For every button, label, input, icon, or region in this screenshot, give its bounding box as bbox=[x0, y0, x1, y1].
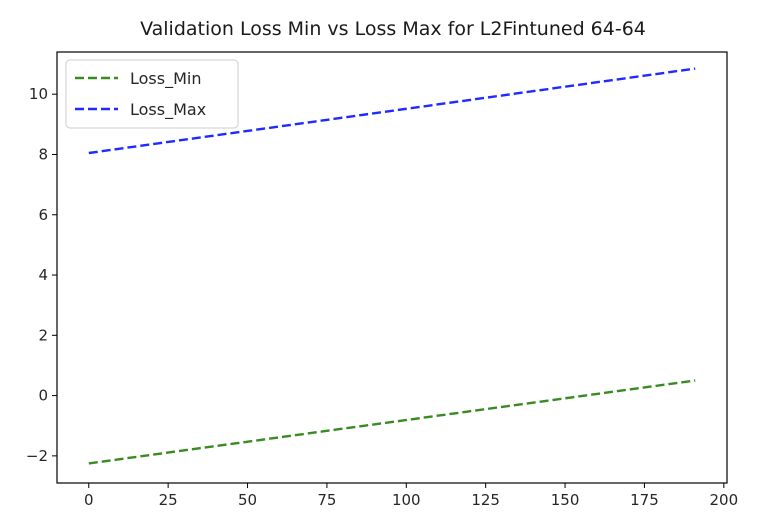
x-tick-label: 150 bbox=[551, 491, 580, 509]
y-tick-label: −2 bbox=[26, 447, 48, 465]
y-tick-label: 6 bbox=[38, 206, 48, 224]
y-tick-label: 0 bbox=[38, 387, 48, 405]
series-line-loss-min bbox=[88, 379, 696, 465]
y-tick-label: 2 bbox=[38, 326, 48, 344]
x-tick-label: 50 bbox=[238, 491, 257, 509]
plot-frame bbox=[56, 51, 728, 484]
y-tick-label: 8 bbox=[38, 145, 48, 163]
legend: Loss_Min Loss_Max bbox=[65, 59, 239, 129]
x-tick-label: 200 bbox=[710, 491, 739, 509]
y-tick-label: 4 bbox=[38, 266, 48, 284]
x-tick-label: 0 bbox=[84, 491, 94, 509]
x-tick-label: 75 bbox=[317, 491, 336, 509]
x-tick-label: 25 bbox=[159, 491, 178, 509]
legend-label-loss-max: Loss_Max bbox=[130, 100, 206, 120]
chart-title: Validation Loss Min vs Loss Max for L2Fi… bbox=[140, 18, 646, 40]
series-line-loss-max bbox=[88, 67, 696, 155]
x-tick-label: 175 bbox=[630, 491, 659, 509]
x-tick-label: 100 bbox=[392, 491, 421, 509]
legend-label-loss-min: Loss_Min bbox=[130, 69, 201, 89]
plot-area bbox=[88, 67, 696, 465]
y-tick-label: 10 bbox=[29, 85, 48, 103]
axes: 0 25 50 75 100 125 150 175 200 −2 0 2 4 6 8 10 bbox=[26, 51, 739, 509]
x-tick-label: 125 bbox=[471, 491, 500, 509]
